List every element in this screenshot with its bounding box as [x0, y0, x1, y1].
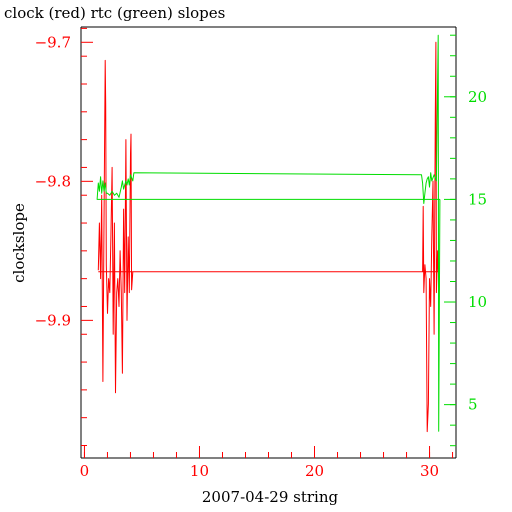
- left-tick-label: −9.7: [35, 33, 71, 51]
- chart-title: clock (red) rtc (green) slopes: [4, 4, 225, 22]
- right-tick-label: 5: [468, 396, 478, 414]
- rtc-series-line: [96, 34, 441, 432]
- x-tick-label: 10: [190, 462, 209, 480]
- series-layer: [96, 34, 441, 433]
- right-tick-label: 10: [468, 293, 487, 311]
- bottom-axis: 0 10 20 30: [80, 446, 454, 480]
- x-tick-label: 30: [420, 462, 439, 480]
- right-tick-label: 20: [468, 88, 487, 106]
- x-axis-label: 2007-04-29 string: [202, 488, 339, 506]
- y-axis-label: clockslope: [10, 203, 28, 283]
- x-tick-label: 0: [80, 462, 90, 480]
- clock-series-line: [97, 41, 439, 433]
- x-tick-label: 20: [305, 462, 324, 480]
- right-axis: 5 10 15 20: [444, 34, 487, 447]
- left-axis: −9.9 −9.8 −9.7: [35, 27, 93, 446]
- left-tick-label: −9.8: [35, 172, 71, 190]
- plot-frame: [80, 26, 457, 459]
- right-tick-label: 15: [468, 190, 487, 208]
- left-tick-label: −9.9: [35, 311, 71, 329]
